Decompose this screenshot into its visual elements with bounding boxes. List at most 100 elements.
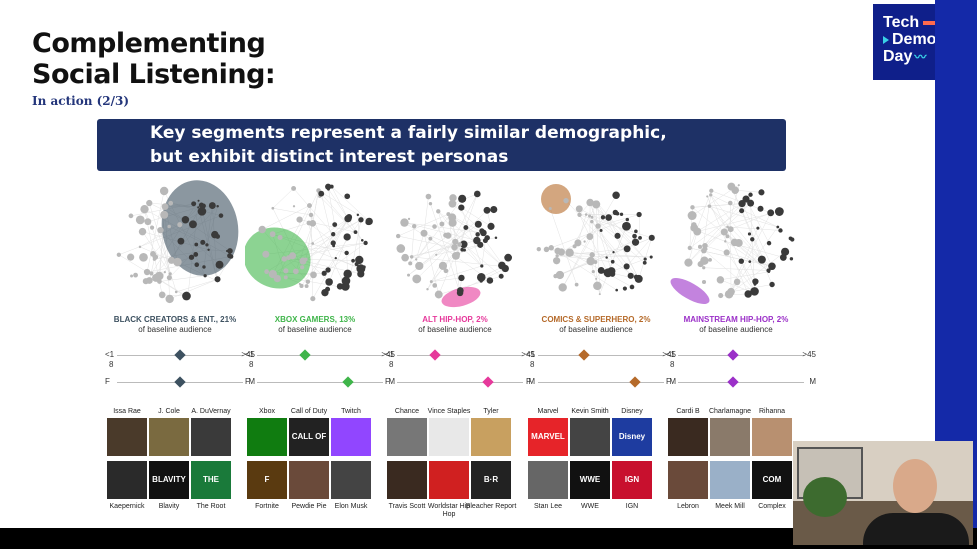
graph-edge bbox=[562, 236, 591, 288]
graph-node bbox=[583, 240, 586, 243]
graph-node bbox=[299, 283, 304, 289]
graph-node bbox=[781, 247, 790, 256]
graph-node bbox=[458, 274, 465, 282]
interest-name: Vince Staples bbox=[427, 408, 471, 415]
segment-sublabel: of baseline audience bbox=[699, 325, 773, 334]
axis-line bbox=[538, 355, 664, 356]
graph-node bbox=[188, 254, 195, 260]
graph-edge bbox=[626, 237, 652, 267]
graph-edge bbox=[357, 214, 362, 274]
graph-node bbox=[435, 253, 438, 256]
graph-node bbox=[227, 253, 232, 259]
interest-tile: Tyler bbox=[469, 408, 513, 464]
age-low-label-2: 8 bbox=[249, 360, 254, 369]
graph-node bbox=[724, 240, 727, 243]
graph-node bbox=[605, 214, 612, 221]
graph-node bbox=[687, 211, 697, 221]
interest-logo-text bbox=[570, 418, 610, 456]
interest-logo-text: MARVEL bbox=[531, 432, 565, 441]
graph-node bbox=[498, 273, 504, 279]
graph-node bbox=[750, 237, 755, 242]
graph-node bbox=[486, 277, 494, 284]
graph-node bbox=[149, 225, 155, 230]
graph-node bbox=[353, 230, 358, 235]
interest-tile: Marvel MARVEL bbox=[526, 408, 570, 464]
graph-edge bbox=[577, 242, 607, 258]
interest-image: CALL OF DUTY bbox=[289, 418, 329, 479]
graph-node bbox=[473, 190, 481, 198]
graph-node bbox=[432, 224, 437, 229]
interest-logo-text: COM PLEX bbox=[761, 475, 783, 522]
graph-node bbox=[727, 226, 734, 233]
graph-node bbox=[586, 198, 594, 207]
graph-node bbox=[412, 223, 417, 229]
graph-node bbox=[720, 228, 728, 236]
age-low-label: <1 bbox=[105, 350, 115, 359]
graph-node bbox=[444, 232, 452, 239]
interest-name: Rihanna bbox=[758, 408, 786, 415]
interest-logo-text bbox=[387, 418, 427, 456]
graph-node bbox=[463, 225, 469, 231]
graph-edge bbox=[319, 196, 356, 233]
graph-node bbox=[292, 268, 299, 275]
graph-edge bbox=[431, 277, 462, 282]
graph-node bbox=[725, 234, 730, 239]
network-graph bbox=[670, 182, 795, 304]
interest-name: Xbox bbox=[259, 408, 275, 415]
graph-node bbox=[457, 242, 463, 247]
interest-logo-text bbox=[107, 461, 147, 499]
graph-node bbox=[401, 253, 409, 262]
graph-edge bbox=[430, 203, 461, 293]
interest-image: IGN bbox=[612, 461, 652, 499]
graph-edge bbox=[697, 211, 780, 232]
webcam-plant bbox=[803, 477, 847, 517]
graph-edge bbox=[331, 186, 370, 222]
graph-node bbox=[738, 258, 745, 264]
interest-name: Tyler bbox=[483, 408, 499, 415]
interest-tile: IGN IGN bbox=[610, 461, 654, 517]
interest-image bbox=[668, 461, 708, 499]
graph-edge bbox=[331, 186, 349, 219]
graph-edge bbox=[692, 203, 743, 208]
graph-node bbox=[733, 278, 741, 286]
graph-node bbox=[557, 248, 565, 256]
graph-node bbox=[643, 257, 647, 261]
graph-edge bbox=[272, 188, 294, 209]
graph-node bbox=[479, 279, 483, 283]
graph-node bbox=[774, 207, 784, 216]
graph-node bbox=[415, 261, 424, 271]
interest-logo-text bbox=[191, 418, 231, 456]
graph-edge bbox=[749, 261, 756, 282]
interest-name: Kaepernick bbox=[109, 503, 145, 510]
graph-node bbox=[757, 205, 764, 212]
segment-cluster-highlight bbox=[541, 184, 571, 214]
graph-edge bbox=[689, 190, 712, 249]
graph-node bbox=[747, 232, 752, 236]
logo-line-1: Tech bbox=[883, 14, 920, 31]
interest-image bbox=[570, 418, 610, 456]
graph-edge bbox=[589, 202, 613, 262]
graph-node bbox=[197, 207, 207, 216]
gender-high-label: M bbox=[809, 377, 816, 386]
interest-tile: Lebron bbox=[666, 461, 710, 517]
graph-edge bbox=[169, 279, 218, 300]
graph-node bbox=[277, 234, 283, 240]
graph-node bbox=[629, 284, 635, 290]
graph-node bbox=[483, 206, 491, 214]
interest-tile: Chance bbox=[385, 408, 429, 464]
key-message-banner: Key segments represent a fairly similar … bbox=[97, 119, 786, 171]
graph-edge bbox=[459, 193, 478, 245]
age-marker bbox=[577, 349, 590, 361]
graph-node bbox=[634, 274, 643, 283]
graph-node bbox=[344, 215, 352, 223]
interest-logo-text bbox=[289, 461, 329, 499]
interest-name: Stan Lee bbox=[533, 503, 563, 510]
graph-edge bbox=[461, 207, 492, 227]
graph-edge bbox=[709, 206, 763, 260]
gender-low-label: F bbox=[385, 377, 390, 386]
interest-image bbox=[429, 461, 469, 499]
graph-node bbox=[747, 199, 755, 207]
interest-name: Complex bbox=[758, 503, 786, 510]
graph-edge bbox=[423, 196, 429, 234]
interest-name: Issa Rae bbox=[113, 408, 141, 415]
